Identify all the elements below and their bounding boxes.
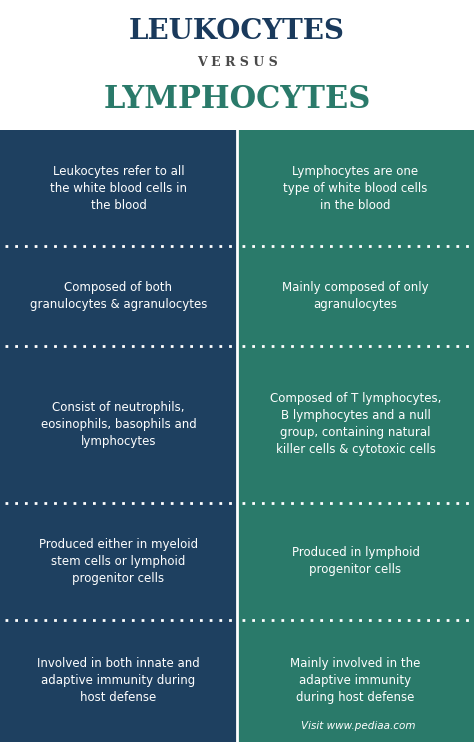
Text: Mainly composed of only
agranulocytes: Mainly composed of only agranulocytes <box>282 281 429 311</box>
Text: Produced in lymphoid
progenitor cells: Produced in lymphoid progenitor cells <box>292 546 419 577</box>
Text: Mainly involved in the
adaptive immunity
during host defense: Mainly involved in the adaptive immunity… <box>290 657 421 704</box>
Bar <box>0 130 237 246</box>
Bar <box>237 503 474 620</box>
Text: LEUKOCYTES: LEUKOCYTES <box>129 18 345 45</box>
Text: Produced either in myeloid
stem cells or lymphoid
progenitor cells: Produced either in myeloid stem cells or… <box>39 538 198 585</box>
Bar <box>0 503 237 620</box>
Bar <box>237 346 474 503</box>
Text: Composed of T lymphocytes,
B lymphocytes and a null
group, containing natural
ki: Composed of T lymphocytes, B lymphocytes… <box>270 393 441 456</box>
Bar <box>0 620 237 742</box>
Text: Consist of neutrophils,
eosinophils, basophils and
lymphocytes: Consist of neutrophils, eosinophils, bas… <box>41 401 196 447</box>
Text: Leukocytes refer to all
the white blood cells in
the blood: Leukocytes refer to all the white blood … <box>50 165 187 211</box>
Bar <box>237 620 474 742</box>
Bar <box>237 130 474 246</box>
Bar <box>0 246 237 346</box>
Text: Visit www.pediaa.com: Visit www.pediaa.com <box>301 720 415 731</box>
Text: Involved in both innate and
adaptive immunity during
host defense: Involved in both innate and adaptive imm… <box>37 657 200 704</box>
Bar <box>237 246 474 346</box>
Text: Composed of both
granulocytes & agranulocytes: Composed of both granulocytes & agranulo… <box>30 281 207 311</box>
Bar <box>0 346 237 503</box>
Text: Lymphocytes are one
type of white blood cells
in the blood: Lymphocytes are one type of white blood … <box>283 165 428 211</box>
Text: V E R S U S: V E R S U S <box>197 56 277 69</box>
Text: LYMPHOCYTES: LYMPHOCYTES <box>103 84 371 115</box>
